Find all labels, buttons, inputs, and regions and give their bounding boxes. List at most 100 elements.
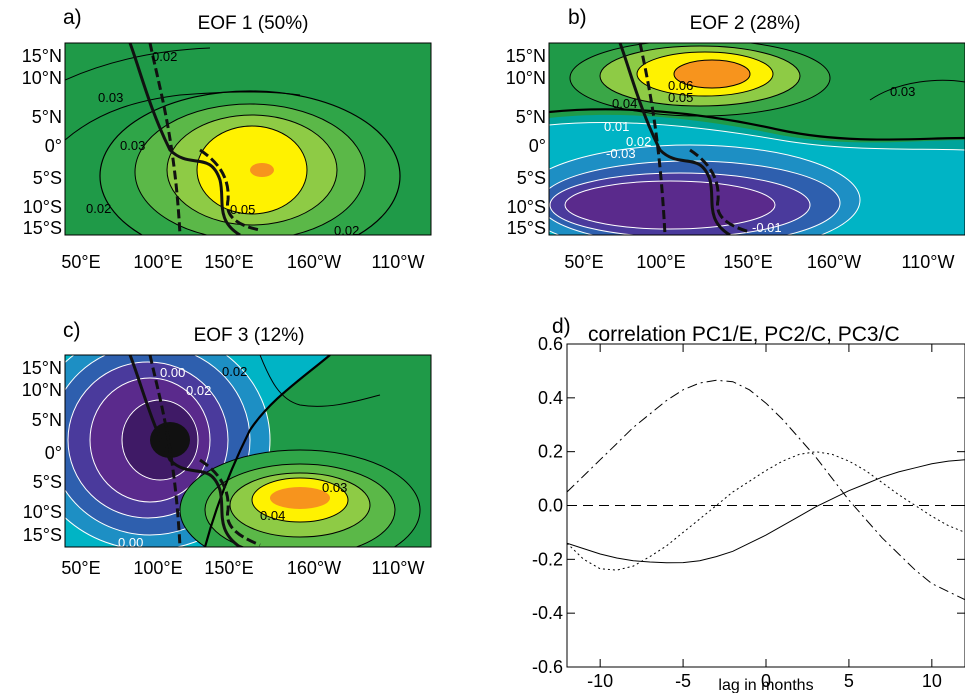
contour-line <box>599 45 801 107</box>
contour-label: 0.02 <box>152 49 177 64</box>
contour-line <box>67 361 229 519</box>
lon-tick: 50°E <box>61 252 100 272</box>
contour-line <box>65 355 271 547</box>
contour-line <box>636 51 774 97</box>
lat-tick: 5°S <box>33 168 62 188</box>
lon-tick: 50°E <box>564 252 603 272</box>
map-panel-b: b) EOF 2 (28%) <box>506 6 965 272</box>
contour-label: 0.02 <box>186 383 211 398</box>
contour-label: 0.01 <box>604 119 629 134</box>
y-tick-label: 0.4 <box>538 388 563 408</box>
lon-tick: 100°E <box>133 252 182 272</box>
x-axis: -10 -5 0 5 10 <box>587 344 942 691</box>
contour-line <box>89 377 211 503</box>
contour-label: -0.01 <box>752 220 782 235</box>
contour-label: 0.04 <box>260 508 285 523</box>
lat-tick: 15°N <box>22 46 62 66</box>
lat-axis-b: 15°N 10°N 5°N 0° 5°S 10°S 15°S <box>506 46 546 238</box>
y-tick-label: -0.2 <box>532 549 563 569</box>
panel-label-a: a) <box>63 6 82 29</box>
lon-tick: 110°W <box>372 252 425 272</box>
lat-tick: 0° <box>45 136 62 156</box>
x-tick-label: 5 <box>844 671 854 691</box>
contour-label: 0.02 <box>626 134 651 149</box>
lat-tick: 0° <box>529 136 546 156</box>
map-title-a: EOF 1 (50%) <box>198 13 309 34</box>
contour-label: 0.02 <box>86 201 111 216</box>
contour-line <box>549 121 965 151</box>
contour-label: 0.05 <box>230 202 255 217</box>
map-field-a: 0.02 0.03 0.03 0.05 0.02 0.02 <box>65 43 431 235</box>
lat-tick: 10°N <box>22 380 62 400</box>
contour-line <box>179 449 421 547</box>
x-tick-label: -10 <box>587 671 613 691</box>
map-field-c: 0.00 0.02 0.02 0.03 0.04 0.00 <box>65 355 431 550</box>
lat-tick: 5°S <box>33 472 62 492</box>
contour-label: 0.00 <box>118 535 143 550</box>
contour-label: 0.03 <box>322 480 347 495</box>
map-title-b: EOF 2 (28%) <box>690 13 801 34</box>
lat-tick: 15°S <box>23 218 62 238</box>
lat-tick: 10°N <box>22 68 62 88</box>
lat-axis-a: 15°N 10°N 5°N 0° 5°S 10°S 15°S <box>22 46 62 238</box>
map-title-c: EOF 3 (12%) <box>194 325 305 346</box>
plot-lines <box>567 379 965 601</box>
contour-line <box>166 114 338 226</box>
contour-label: 0.05 <box>668 90 693 105</box>
contour-line <box>869 79 965 101</box>
lon-tick: 150°E <box>204 558 253 578</box>
lon-axis-c: 50°E 100°E 150°E 160°W 110°W <box>61 558 424 578</box>
lon-tick: 160°W <box>287 558 341 578</box>
lat-tick: 10°S <box>507 197 546 217</box>
lat-tick: 0° <box>45 443 62 463</box>
contour-label: 0.03 <box>120 138 145 153</box>
y-tick-label: -0.4 <box>532 603 563 623</box>
contour-line <box>65 91 301 141</box>
x-tick-label: 10 <box>922 671 942 691</box>
lon-tick: 110°W <box>902 252 955 272</box>
lon-tick: 160°W <box>287 252 341 272</box>
map-frame <box>64 354 432 548</box>
lat-tick: 10°N <box>506 68 546 88</box>
lat-tick: 10°S <box>23 197 62 217</box>
lat-tick: 10°S <box>23 502 62 522</box>
lat-tick: 5°S <box>517 168 546 188</box>
coastline <box>689 148 751 234</box>
x-axis-label: lag in months <box>718 677 813 693</box>
coastline <box>148 43 182 235</box>
lon-tick: 150°E <box>204 252 253 272</box>
contour-line <box>549 144 861 235</box>
lat-axis-c: 15°N 10°N 5°N 0° 5°S 10°S 15°S <box>22 358 62 545</box>
coastline <box>638 43 667 235</box>
y-tick-label: -0.6 <box>532 657 563 677</box>
lon-tick: 50°E <box>61 558 100 578</box>
map-field-b: 0.06 0.05 0.04 0.03 0.01 0.02 -0.03 -0.0… <box>549 43 965 235</box>
contour-line <box>134 103 366 235</box>
lat-tick: 15°S <box>507 218 546 238</box>
lat-tick: 5°N <box>32 410 62 430</box>
map-panel-a: a) EOF 1 (50%) 0.02 0.03 0.03 0.05 0.02 … <box>22 6 432 272</box>
lon-tick: 100°E <box>133 558 182 578</box>
contour-line <box>549 172 811 235</box>
contour-label: 0.00 <box>160 365 185 380</box>
panel-label-b: b) <box>568 6 587 29</box>
contour-fill <box>270 487 330 509</box>
contour-label: 0.06 <box>668 78 693 93</box>
contour-line <box>549 108 965 141</box>
contour-fill <box>250 163 274 177</box>
series-line-dashdot <box>567 379 965 601</box>
lon-tick: 100°E <box>636 252 685 272</box>
contour-label: -0.03 <box>606 146 636 161</box>
contour-line <box>99 90 401 235</box>
contour-line <box>196 125 308 215</box>
coastline <box>199 458 261 547</box>
lat-tick: 5°N <box>516 107 546 127</box>
contour-fill <box>150 422 190 458</box>
contour-line <box>203 355 331 547</box>
coastline <box>148 355 182 547</box>
contour-line <box>229 472 371 538</box>
x-tick-label: 0 <box>761 671 771 691</box>
lat-tick: 15°N <box>506 46 546 66</box>
contour-line <box>673 59 751 89</box>
